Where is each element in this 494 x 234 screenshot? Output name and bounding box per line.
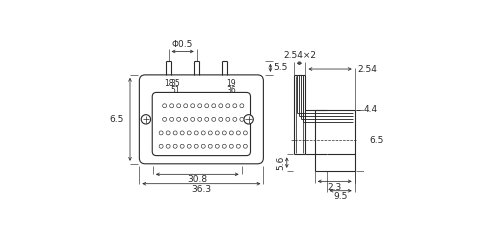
Circle shape bbox=[212, 117, 216, 121]
Text: 51: 51 bbox=[170, 86, 180, 95]
Text: 2.54×2: 2.54×2 bbox=[283, 51, 316, 60]
Circle shape bbox=[177, 117, 181, 121]
Circle shape bbox=[191, 104, 195, 108]
Text: 5.6: 5.6 bbox=[276, 155, 285, 170]
Circle shape bbox=[244, 144, 247, 148]
Circle shape bbox=[201, 131, 205, 135]
Circle shape bbox=[219, 104, 223, 108]
Circle shape bbox=[205, 117, 209, 121]
Circle shape bbox=[244, 131, 247, 135]
FancyBboxPatch shape bbox=[152, 92, 250, 156]
Circle shape bbox=[222, 131, 226, 135]
Text: 2.3: 2.3 bbox=[328, 183, 342, 191]
Text: 6.5: 6.5 bbox=[110, 115, 124, 124]
Circle shape bbox=[198, 104, 202, 108]
Circle shape bbox=[212, 104, 216, 108]
Circle shape bbox=[194, 144, 198, 148]
Circle shape bbox=[173, 131, 177, 135]
Circle shape bbox=[229, 131, 233, 135]
Circle shape bbox=[226, 117, 230, 121]
Circle shape bbox=[233, 117, 237, 121]
Circle shape bbox=[177, 104, 181, 108]
Text: 6.5: 6.5 bbox=[369, 136, 383, 145]
Text: 30.8: 30.8 bbox=[187, 176, 207, 184]
Circle shape bbox=[169, 117, 174, 121]
Circle shape bbox=[219, 117, 223, 121]
Text: 18: 18 bbox=[164, 79, 173, 88]
Circle shape bbox=[163, 117, 166, 121]
Circle shape bbox=[166, 131, 170, 135]
Circle shape bbox=[173, 144, 177, 148]
Circle shape bbox=[233, 104, 237, 108]
Circle shape bbox=[208, 131, 212, 135]
Text: 19: 19 bbox=[226, 79, 236, 88]
Circle shape bbox=[163, 104, 166, 108]
Text: 2.54: 2.54 bbox=[358, 65, 377, 73]
Circle shape bbox=[184, 104, 188, 108]
Circle shape bbox=[159, 131, 163, 135]
Circle shape bbox=[180, 144, 184, 148]
Circle shape bbox=[208, 144, 212, 148]
FancyBboxPatch shape bbox=[139, 75, 263, 164]
Text: 36.3: 36.3 bbox=[191, 185, 211, 194]
Circle shape bbox=[215, 144, 219, 148]
Text: Φ0.5: Φ0.5 bbox=[172, 40, 193, 49]
Circle shape bbox=[194, 131, 198, 135]
Circle shape bbox=[226, 104, 230, 108]
Circle shape bbox=[166, 144, 170, 148]
Text: 5.5: 5.5 bbox=[273, 63, 288, 72]
Circle shape bbox=[215, 131, 219, 135]
Circle shape bbox=[187, 144, 191, 148]
Circle shape bbox=[222, 144, 226, 148]
Circle shape bbox=[141, 115, 151, 124]
Circle shape bbox=[240, 104, 244, 108]
Circle shape bbox=[229, 144, 233, 148]
Circle shape bbox=[244, 115, 253, 124]
Circle shape bbox=[180, 131, 184, 135]
Circle shape bbox=[201, 144, 205, 148]
Text: 36: 36 bbox=[226, 86, 236, 95]
Circle shape bbox=[159, 144, 163, 148]
Circle shape bbox=[240, 117, 244, 121]
Circle shape bbox=[187, 131, 191, 135]
Circle shape bbox=[205, 104, 209, 108]
Text: 4.4: 4.4 bbox=[363, 106, 377, 114]
Circle shape bbox=[191, 117, 195, 121]
Text: 9.5: 9.5 bbox=[333, 192, 348, 201]
Circle shape bbox=[236, 131, 240, 135]
Circle shape bbox=[169, 104, 174, 108]
Circle shape bbox=[198, 117, 202, 121]
Text: 35: 35 bbox=[170, 79, 180, 88]
Circle shape bbox=[184, 117, 188, 121]
Circle shape bbox=[236, 144, 240, 148]
